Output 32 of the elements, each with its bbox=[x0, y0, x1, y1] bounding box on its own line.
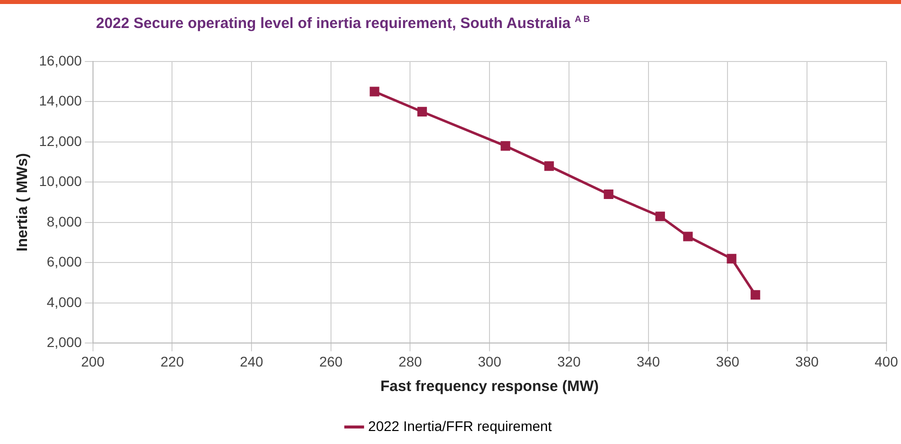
y-tick-label: 6,000 bbox=[46, 254, 82, 270]
x-tick-label: 300 bbox=[478, 353, 502, 370]
point bbox=[417, 106, 427, 117]
point bbox=[500, 141, 510, 151]
x-tick-label: 380 bbox=[795, 353, 819, 370]
y-tick-label: 14,000 bbox=[38, 92, 82, 109]
y-tick-label: 2,000 bbox=[46, 334, 82, 350]
y-tick-label: 8,000 bbox=[46, 213, 82, 230]
x-tick-label: 320 bbox=[557, 353, 581, 370]
x-tick-label: 400 bbox=[874, 353, 898, 370]
y-tick-label: 12,000 bbox=[38, 132, 82, 149]
x-tick-label: 220 bbox=[160, 353, 184, 370]
point bbox=[750, 290, 760, 300]
x-tick-label: 240 bbox=[240, 353, 264, 370]
x-tick-label: 200 bbox=[81, 353, 105, 370]
x-tick-label: 340 bbox=[636, 353, 660, 370]
point bbox=[370, 86, 380, 96]
point bbox=[655, 212, 665, 222]
y-tick-label: 10,000 bbox=[38, 173, 82, 190]
legend-label: 2022 Inertia/FFR requirement bbox=[368, 418, 552, 434]
x-tick-label: 360 bbox=[716, 353, 740, 370]
x-axis-title: Fast frequency response (MW) bbox=[380, 378, 599, 396]
point bbox=[726, 254, 736, 264]
point bbox=[544, 161, 554, 171]
point bbox=[604, 189, 614, 200]
x-tick-label: 280 bbox=[398, 353, 422, 370]
y-axis-title: Inertia ( MWs) bbox=[14, 153, 32, 252]
chart-title: 2022 Secure operating level of inertia requirement, South Australia $^{A B}$ bbox=[96, 14, 590, 32]
x-tick-label: 260 bbox=[319, 353, 343, 370]
y-tick-label: 16,000 bbox=[38, 52, 82, 68]
y-tick-label: 4,000 bbox=[46, 294, 82, 310]
point bbox=[683, 232, 693, 242]
